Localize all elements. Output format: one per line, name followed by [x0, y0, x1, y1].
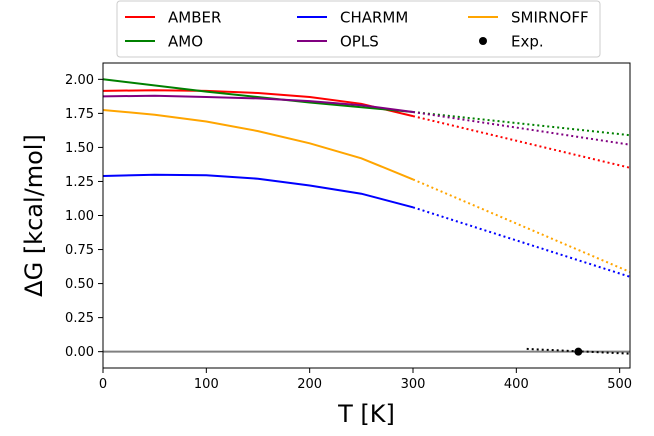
y-tick-label: 0.25 [65, 311, 94, 326]
legend-label-smirnoff: SMIRNOFF [511, 9, 589, 27]
series-opls-dotted-line [412, 111, 631, 146]
plot-area [102, 78, 631, 356]
series-charmm-dotted-line [412, 206, 631, 278]
series-smirnoff-dotted-line [412, 178, 631, 273]
x-tick-label: 200 [297, 377, 322, 392]
y-tick-label: 2.00 [65, 73, 94, 88]
legend-box [116, 0, 601, 58]
x-axis: 0 100 200 300 400 500 [99, 368, 632, 392]
legend-label-charmm: CHARMM [340, 9, 408, 27]
y-tick-label: 0.50 [65, 277, 94, 292]
legend-marker-exp [479, 37, 487, 45]
series-smirnoff-solid-line [102, 109, 414, 181]
x-tick-label: 300 [401, 377, 426, 392]
exp-data-point [574, 347, 583, 356]
legend-label-exp: Exp. [511, 33, 544, 51]
y-tick-label: 1.50 [65, 141, 94, 156]
legend-label-opls: OPLS [340, 33, 379, 51]
legend-label-amo: AMO [168, 33, 203, 51]
series-amo-dotted-line [412, 111, 631, 137]
series-amber-solid-line [102, 89, 414, 118]
y-tick-label: 0.00 [65, 345, 94, 360]
series-opls-solid-line [102, 94, 414, 113]
y-axis: 0.00 0.25 0.50 0.75 1.00 1.25 1.50 1.75 2.00 [65, 73, 103, 360]
x-tick-label: 100 [194, 377, 219, 392]
y-tick-label: 1.75 [65, 107, 94, 122]
x-tick-label: 0 [99, 377, 107, 392]
x-tick-label: 500 [607, 377, 632, 392]
x-tick-label: 400 [504, 377, 529, 392]
series-amo-solid-line [102, 78, 414, 113]
plot-frame [102, 62, 631, 369]
y-axis-label: ΔG [kcal/mol] [20, 134, 48, 297]
legend: AMBER AMO CHARMM OPLS SMIRNOFF Exp. [116, 0, 601, 58]
series-charmm-solid-line [102, 173, 414, 209]
y-tick-label: 0.75 [65, 243, 94, 258]
legend-label-amber: AMBER [168, 9, 221, 27]
y-tick-label: 1.25 [65, 175, 94, 190]
y-tick-label: 1.00 [65, 209, 94, 224]
series-amber-dotted-line [412, 115, 631, 169]
x-axis-label: T [K] [337, 400, 395, 428]
